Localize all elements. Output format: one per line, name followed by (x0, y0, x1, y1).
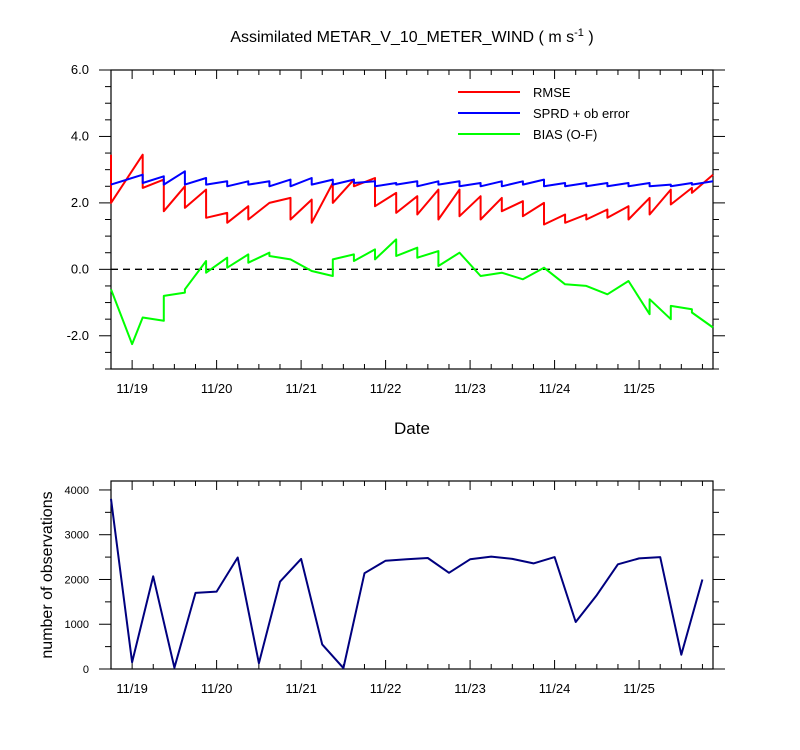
legend-label-0: RMSE (533, 85, 571, 100)
chart-title: Assimilated METAR_V_10_METER_WIND ( m s-… (230, 27, 593, 46)
x-tick-label: 11/20 (201, 381, 233, 396)
y-tick-label: 4000 (65, 485, 89, 497)
y-tick-label: 3000 (65, 530, 89, 542)
x-axis-label: Date (394, 419, 430, 438)
y-tick-label: 6.0 (71, 62, 89, 77)
series-line-1 (110, 170, 714, 188)
x-tick-label: 11/23 (454, 681, 486, 696)
bottom-panel: 11/19 11/20 11/21 11/22 11/23 11/24 11/25 4000 3… (39, 480, 725, 696)
y-tick-label: 4.0 (71, 128, 89, 143)
x-tick-label: 11/24 (539, 381, 571, 396)
x-tick-label: 11/21 (285, 681, 317, 696)
x-tick-label: 11/25 (623, 681, 655, 696)
x-tick-label: 11/21 (285, 381, 317, 396)
x-tick-label: 11/19 (116, 381, 148, 396)
series-line-2 (110, 238, 714, 346)
y-axis-label: number of observations (39, 491, 56, 658)
y-tick-label: 2000 (65, 574, 89, 586)
x-tick-label: 11/24 (539, 681, 571, 696)
x-tick-label: 11/22 (370, 381, 402, 396)
plot-frame (110, 480, 714, 670)
x-tick-label: 11/25 (623, 381, 655, 396)
series-line-0 (110, 153, 714, 226)
legend-label-2: BIAS (O-F) (533, 127, 597, 142)
legend-label-1: SPRD + ob error (533, 106, 630, 121)
x-tick-label: 11/20 (201, 681, 233, 696)
top-panel: Assimilated METAR_V_10_METER_WIND ( m s-… (67, 27, 725, 438)
y-tick-label: -2.0 (67, 328, 89, 343)
x-tick-label: 11/22 (370, 681, 402, 696)
series-line-0 (110, 498, 704, 670)
y-tick-label: 2.0 (71, 195, 89, 210)
x-tick-label: 11/19 (116, 681, 148, 696)
y-tick-label: 1000 (65, 619, 89, 631)
y-tick-label: 0.0 (71, 261, 89, 276)
y-tick-label: 0 (83, 664, 89, 676)
x-tick-label: 11/23 (454, 381, 486, 396)
